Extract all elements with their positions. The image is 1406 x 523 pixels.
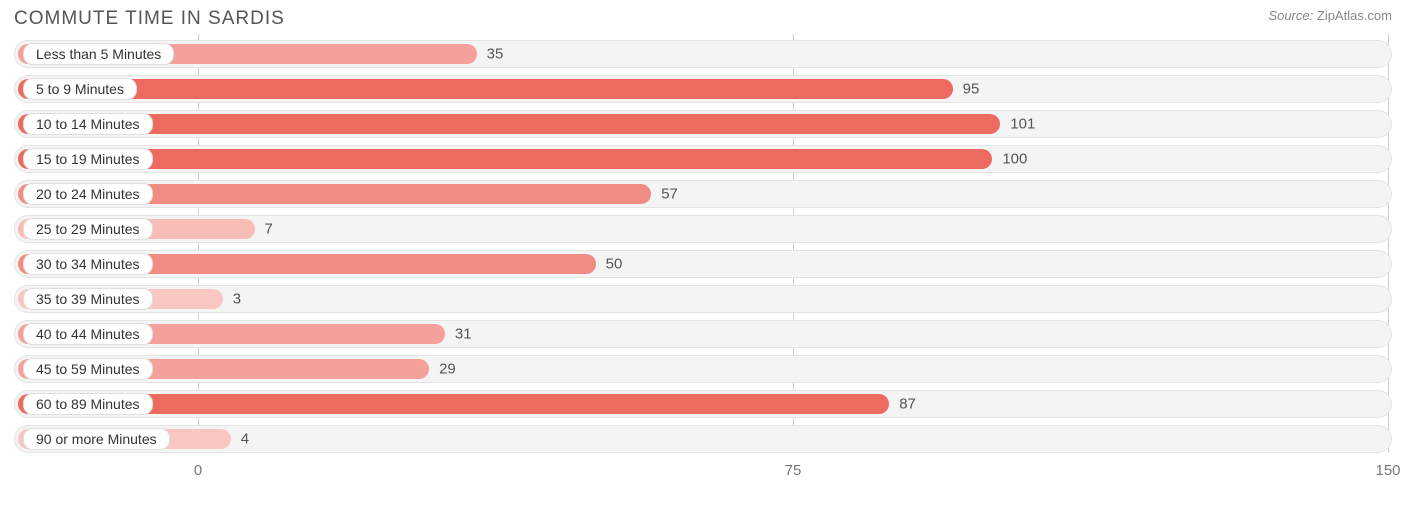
bar-label: 30 to 34 Minutes: [23, 253, 153, 275]
bar-label: 45 to 59 Minutes: [23, 358, 153, 380]
bar-row: 90 or more Minutes 4: [14, 425, 1392, 453]
source-name: ZipAtlas.com: [1317, 8, 1392, 23]
bar-value: 7: [265, 221, 273, 238]
chart-source: Source: ZipAtlas.com: [1268, 8, 1392, 23]
bar-label: Less than 5 Minutes: [23, 43, 174, 65]
bar-fill: [18, 149, 992, 169]
bar-row: 5 to 9 Minutes 95: [14, 75, 1392, 103]
chart-area: Less than 5 Minutes 35 5 to 9 Minutes 95 10 …: [0, 34, 1406, 453]
bar-row: 45 to 59 Minutes 29: [14, 355, 1392, 383]
bar-row: 30 to 34 Minutes 50: [14, 250, 1392, 278]
bar-label: 35 to 39 Minutes: [23, 288, 153, 310]
bar-row: 35 to 39 Minutes 3: [14, 285, 1392, 313]
bar-row: Less than 5 Minutes 35: [14, 40, 1392, 68]
chart-header: COMMUTE TIME IN SARDIS Source: ZipAtlas.…: [0, 0, 1406, 34]
bar-value: 101: [1010, 116, 1035, 133]
bar-value: 35: [487, 46, 504, 63]
bar-label: 10 to 14 Minutes: [23, 113, 153, 135]
bar-value: 57: [661, 186, 678, 203]
bar-value: 100: [1002, 151, 1027, 168]
bar-row: 40 to 44 Minutes 31: [14, 320, 1392, 348]
bar-label: 90 or more Minutes: [23, 428, 170, 450]
x-tick-label: 150: [1375, 462, 1400, 479]
bar-value: 29: [439, 361, 456, 378]
bar-fill: [18, 79, 953, 99]
bar-value: 3: [233, 291, 241, 308]
bar-label: 15 to 19 Minutes: [23, 148, 153, 170]
bar-label: 40 to 44 Minutes: [23, 323, 153, 345]
bar-value: 31: [455, 326, 472, 343]
bar-row: 10 to 14 Minutes 101: [14, 110, 1392, 138]
bar-row: 20 to 24 Minutes 57: [14, 180, 1392, 208]
bar-value: 4: [241, 431, 249, 448]
bar-label: 5 to 9 Minutes: [23, 78, 137, 100]
x-tick-label: 75: [785, 462, 802, 479]
bar-fill: [18, 114, 1000, 134]
bar-value: 95: [963, 81, 980, 98]
bar-label: 25 to 29 Minutes: [23, 218, 153, 240]
chart-title: COMMUTE TIME IN SARDIS: [14, 8, 285, 30]
source-label: Source:: [1268, 8, 1313, 23]
bar-value: 50: [606, 256, 623, 273]
x-axis: 075150: [14, 460, 1392, 490]
bar-label: 20 to 24 Minutes: [23, 183, 153, 205]
bar-value: 87: [899, 396, 916, 413]
bar-row: 60 to 89 Minutes 87: [14, 390, 1392, 418]
bar-row: 15 to 19 Minutes 100: [14, 145, 1392, 173]
x-tick-label: 0: [194, 462, 202, 479]
bar-row: 25 to 29 Minutes 7: [14, 215, 1392, 243]
bar-label: 60 to 89 Minutes: [23, 393, 153, 415]
